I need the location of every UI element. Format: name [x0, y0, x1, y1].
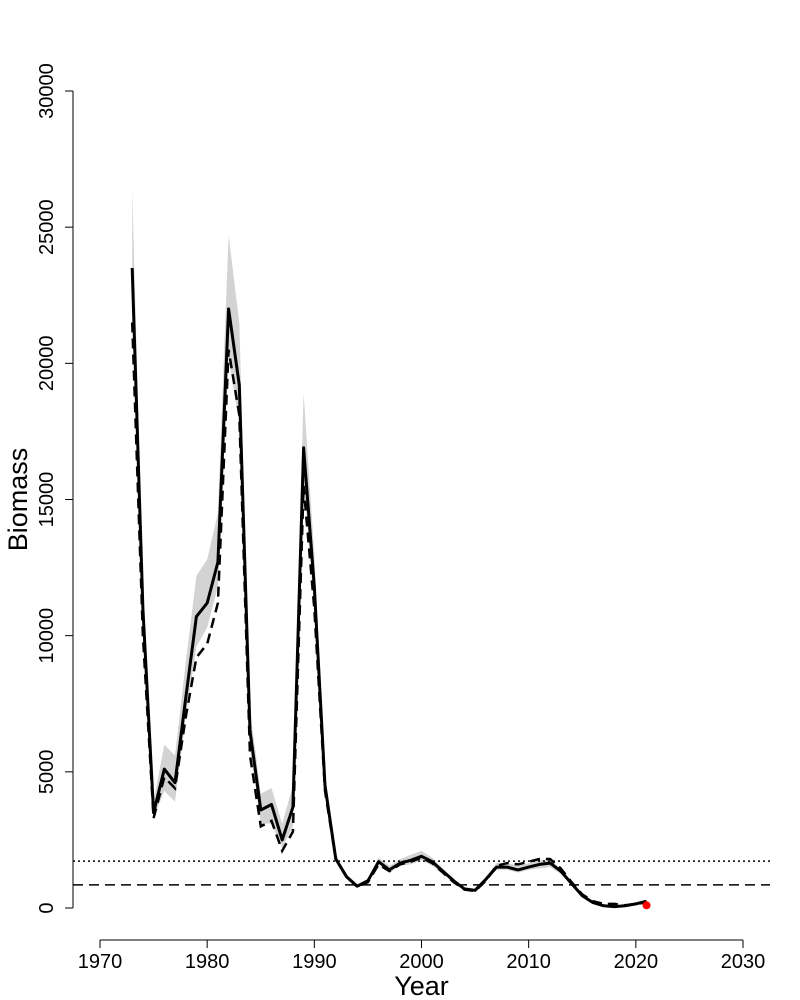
x-tick-label: 1990	[292, 951, 337, 973]
terminal-point	[642, 901, 651, 910]
confidence-band-layer	[132, 189, 647, 907]
x-tick-label: 2030	[721, 951, 766, 973]
axes-layer: 1970 1980 1990 2000 2010 2020 2030 0 5000 10000 15…	[36, 63, 765, 973]
x-tick-label: 2010	[506, 951, 551, 973]
series-layer	[130, 267, 647, 909]
y-axis-title: Biomass	[3, 448, 33, 552]
series-line-solid	[130, 267, 647, 909]
reference-lines-layer	[73, 860, 770, 886]
x-tick-label: 1980	[185, 951, 230, 973]
confidence-band	[132, 189, 647, 907]
y-tick-label: 10000	[36, 608, 58, 664]
y-tick-label: 5000	[36, 750, 58, 795]
x-tick-label: 2020	[614, 951, 659, 973]
y-tick-label: 0	[36, 902, 58, 913]
x-axis-title: Year	[394, 971, 449, 1000]
x-tick-label: 1970	[78, 951, 123, 973]
y-tick-label: 15000	[36, 472, 58, 528]
x-tick-label: 2000	[399, 951, 444, 973]
y-tick-label: 30000	[36, 63, 58, 119]
y-tick-label: 20000	[36, 336, 58, 392]
points-layer	[642, 901, 651, 910]
y-tick-label: 25000	[36, 199, 58, 255]
